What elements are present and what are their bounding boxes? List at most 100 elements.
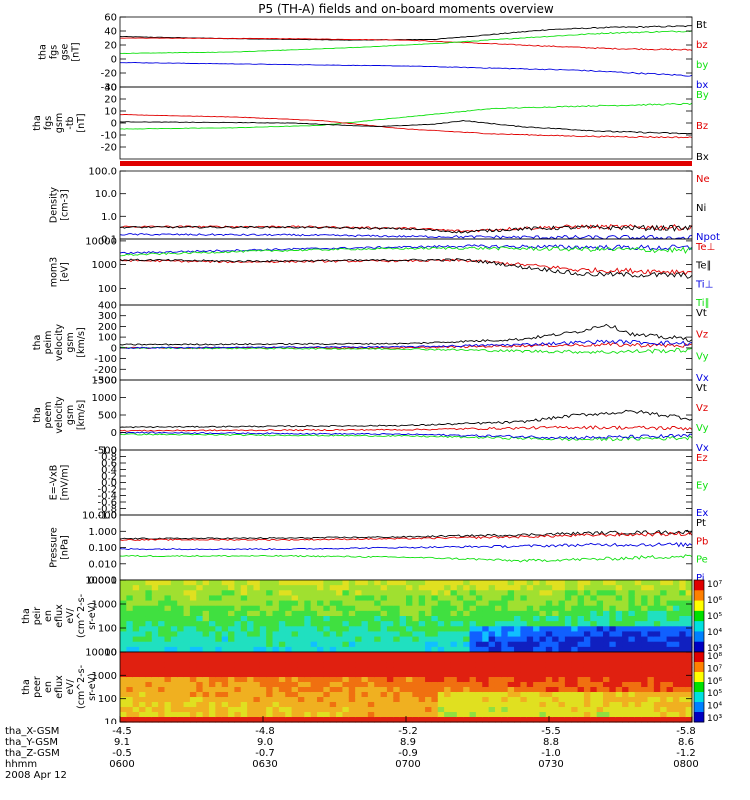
heatmap-cell bbox=[482, 610, 490, 617]
heatmap-cell bbox=[501, 677, 509, 683]
heatmap-cell bbox=[126, 677, 134, 683]
heatmap-cell bbox=[367, 605, 375, 612]
heatmap-cell bbox=[533, 697, 541, 703]
heatmap-cell bbox=[139, 585, 147, 591]
heatmap-cell bbox=[234, 657, 242, 663]
heatmap-cell bbox=[304, 585, 312, 591]
heatmap-cell bbox=[463, 600, 471, 607]
heatmap-cell bbox=[666, 687, 674, 693]
heatmap-cell bbox=[323, 687, 331, 693]
heatmap-cell bbox=[170, 626, 178, 633]
heatmap-cell bbox=[139, 712, 147, 718]
heatmap-cell bbox=[590, 631, 598, 638]
colorbar-tick-label: 10⁵ bbox=[707, 612, 722, 622]
heatmap-cell bbox=[475, 672, 483, 678]
heatmap-cell bbox=[399, 616, 407, 622]
heatmap-cell bbox=[539, 605, 547, 612]
heatmap-cell bbox=[240, 697, 248, 703]
heatmap-cell bbox=[266, 707, 274, 713]
heatmap-cell bbox=[552, 707, 560, 713]
heatmap-cell bbox=[583, 621, 591, 627]
colorbar-tick-label: 10⁸ bbox=[707, 652, 722, 662]
heatmap-cell bbox=[380, 595, 388, 602]
colorbar-tick-label: 10³ bbox=[707, 714, 722, 724]
heatmap-cell bbox=[380, 621, 388, 627]
heatmap-cell bbox=[297, 717, 305, 723]
series-line-red bbox=[119, 531, 693, 541]
heatmap-cell bbox=[475, 667, 483, 673]
heatmap-cell bbox=[234, 580, 242, 586]
heatmap-cell bbox=[196, 580, 204, 586]
heatmap-cell bbox=[177, 610, 185, 617]
heatmap-cell bbox=[386, 631, 394, 638]
heatmap-cell bbox=[583, 585, 591, 591]
heatmap-cell bbox=[622, 636, 630, 643]
heatmap-cell bbox=[406, 590, 413, 597]
heatmap-cell bbox=[558, 610, 566, 617]
heatmap-cell bbox=[158, 605, 166, 612]
heatmap-cell bbox=[533, 677, 541, 683]
heatmap-cell bbox=[240, 636, 248, 643]
legend-label: bx bbox=[696, 80, 708, 91]
heatmap-cell bbox=[304, 605, 312, 612]
heatmap-cell bbox=[507, 677, 515, 683]
heatmap-cell bbox=[317, 626, 324, 633]
heatmap-cell bbox=[647, 626, 655, 633]
heatmap-cell bbox=[399, 687, 407, 693]
heatmap-cell bbox=[386, 626, 394, 633]
legend-label: Ey bbox=[696, 481, 708, 492]
heatmap-cell bbox=[189, 702, 197, 708]
ephemeris-value: 0800 bbox=[673, 759, 699, 770]
heatmap-cell bbox=[488, 641, 496, 648]
y-tick-label: 0.8 bbox=[101, 452, 117, 463]
heatmap-cell bbox=[374, 626, 382, 633]
heatmap-cell bbox=[386, 652, 394, 658]
heatmap-cell bbox=[533, 712, 541, 718]
heatmap-cell bbox=[469, 636, 477, 643]
heatmap-cell bbox=[672, 682, 680, 688]
heatmap-cell bbox=[145, 595, 153, 602]
heatmap-cell bbox=[285, 657, 293, 663]
heatmap-cell bbox=[170, 605, 178, 612]
heatmap-cell bbox=[374, 605, 382, 612]
heatmap-cell bbox=[469, 667, 477, 673]
heatmap-cell bbox=[450, 687, 458, 693]
heatmap-cell bbox=[456, 610, 464, 617]
heatmap-cell bbox=[488, 610, 496, 617]
heatmap-cell bbox=[297, 712, 305, 718]
heatmap-cell bbox=[685, 600, 693, 607]
heatmap-cell bbox=[456, 677, 464, 683]
heatmap-cell bbox=[494, 682, 502, 688]
heatmap-cell bbox=[361, 605, 369, 612]
heatmap-cell bbox=[151, 657, 159, 663]
heatmap-cell bbox=[221, 717, 229, 723]
heatmap-cell bbox=[590, 687, 598, 693]
heatmap-cell bbox=[526, 621, 534, 627]
heatmap-cell bbox=[380, 717, 388, 723]
heatmap-cell bbox=[139, 687, 147, 693]
heatmap-cell bbox=[463, 631, 471, 638]
heatmap-cell bbox=[679, 687, 687, 693]
series-line-red bbox=[119, 425, 693, 432]
heatmap-cell bbox=[196, 697, 204, 703]
heatmap-cell bbox=[406, 712, 413, 718]
heatmap-cell bbox=[208, 657, 216, 663]
heatmap-cell bbox=[456, 657, 464, 663]
heatmap-cell bbox=[399, 580, 407, 586]
heatmap-cell bbox=[545, 626, 553, 633]
heatmap-cell bbox=[208, 585, 216, 591]
heatmap-cell bbox=[291, 646, 299, 653]
heatmap-cell bbox=[450, 590, 458, 597]
heatmap-cell bbox=[450, 717, 458, 723]
colorbar-tick-label: 10⁷ bbox=[707, 580, 722, 590]
heatmap-cell bbox=[386, 687, 394, 693]
heatmap-cell bbox=[215, 692, 223, 698]
heatmap-cell bbox=[393, 667, 401, 673]
heatmap-cell bbox=[253, 662, 261, 668]
heatmap-cell bbox=[622, 652, 630, 658]
heatmap-cell bbox=[418, 610, 426, 617]
heatmap-cell bbox=[672, 580, 680, 586]
heatmap-cell bbox=[317, 580, 324, 586]
heatmap-cell bbox=[672, 677, 680, 683]
y-axis-label: gsm bbox=[54, 113, 65, 133]
